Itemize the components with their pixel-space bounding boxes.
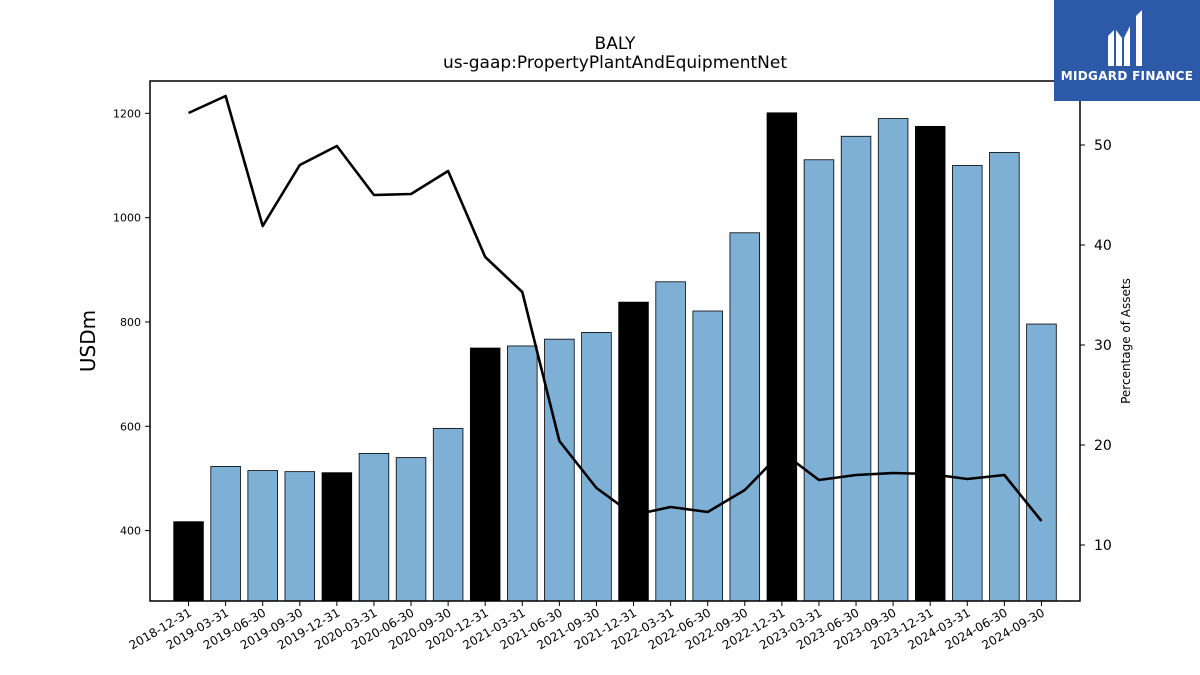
bar-2019-12-31 xyxy=(321,472,353,602)
bar-2018-12-31 xyxy=(173,521,204,602)
percentage-line xyxy=(187,94,1043,522)
y-tick-label: 400 xyxy=(120,525,141,538)
bar-2023-12-31 xyxy=(914,125,946,602)
bar-2023-06-30 xyxy=(840,135,872,602)
bar-2023-03-31 xyxy=(803,159,835,602)
chart-subtitle: us-gaap:PropertyPlantAndEquipmentNet xyxy=(443,53,787,73)
chart-title: BALY xyxy=(595,34,637,54)
y-tick-label: 600 xyxy=(120,420,141,433)
bar-2021-06-30 xyxy=(544,338,575,602)
bar-2022-03-31 xyxy=(655,281,686,602)
y2-tick-label: 30 xyxy=(1094,338,1112,354)
bar-2022-06-30 xyxy=(692,310,723,602)
bar-2020-09-30 xyxy=(432,427,464,602)
logo-mark-icon xyxy=(1108,10,1142,66)
bar-2021-12-31 xyxy=(618,301,649,602)
bar-2024-06-30 xyxy=(989,152,1020,602)
bar-2024-09-30 xyxy=(1026,323,1057,602)
bar-2020-03-31 xyxy=(358,452,390,602)
bar-2019-09-30 xyxy=(284,471,316,602)
bar-2021-09-30 xyxy=(581,331,612,602)
y-tick-label: 1200 xyxy=(113,107,141,120)
y2-tick-label: 10 xyxy=(1094,538,1112,554)
bar-2022-09-30 xyxy=(729,232,761,602)
bar-2024-03-31 xyxy=(952,165,983,602)
y2-tick-label: 50 xyxy=(1094,138,1112,154)
bar-2023-09-30 xyxy=(877,118,909,602)
plot-frame xyxy=(149,80,1081,602)
logo-text: MIDGARD FINANCE xyxy=(1060,69,1194,83)
bar-2020-06-30 xyxy=(395,457,427,602)
bar-2021-03-31 xyxy=(507,345,538,602)
right-axis: 10 20 30 40 50 xyxy=(1080,138,1112,554)
bar-group xyxy=(173,112,1057,602)
x-axis: 2018-12-312019-03-312019-06-302019-09-30… xyxy=(127,601,1047,652)
y2-axis-label: Percentage of Assets xyxy=(1119,278,1133,404)
line-layer xyxy=(187,94,1043,522)
bar-2019-03-31 xyxy=(210,466,241,602)
y-tick-label: 800 xyxy=(120,316,141,329)
y2-tick-label: 40 xyxy=(1094,238,1112,254)
bar-2019-06-30 xyxy=(247,470,278,602)
bar-2022-12-31 xyxy=(766,112,798,602)
y-tick-label: 1000 xyxy=(113,212,141,225)
y2-tick-label: 20 xyxy=(1094,438,1112,454)
y-axis-label: USDm xyxy=(76,310,100,372)
left-axis: 400 600 800 1000 1200 xyxy=(113,107,150,538)
bar-2020-12-31 xyxy=(469,347,501,602)
midgard-finance-logo: MIDGARD FINANCE xyxy=(1054,0,1200,101)
